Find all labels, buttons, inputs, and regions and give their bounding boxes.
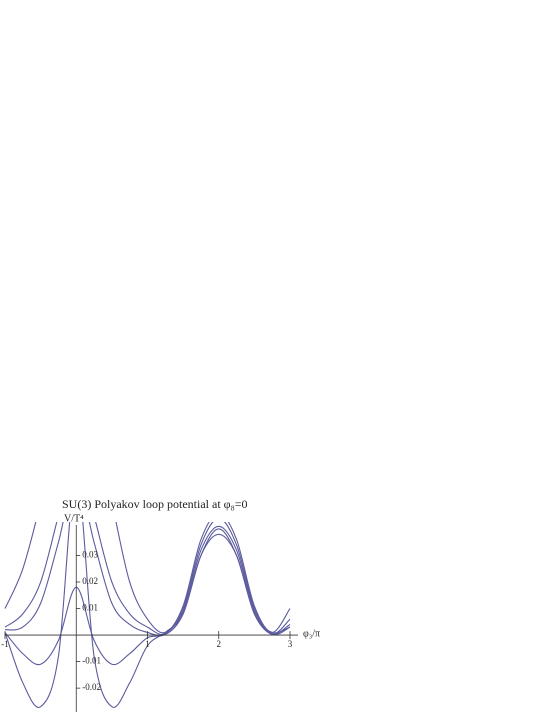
y-tick-label: -0.02: [82, 682, 101, 692]
x-tick-label: 3: [288, 639, 293, 649]
chart-title: SU(3) Polyakov loop potential at φ₈=0: [62, 497, 248, 511]
curve: [4, 522, 291, 634]
x-tick-label: 2: [217, 639, 222, 649]
y-tick-label: 0.01: [82, 603, 98, 613]
y-tick-label: 0.03: [82, 550, 98, 560]
curve: [4, 522, 291, 636]
y-tick-label: 0.02: [82, 576, 98, 586]
x-tick-label: 1: [145, 639, 150, 649]
x-axis-label: φ₃/π: [303, 628, 320, 639]
x-tick-label: -1: [1, 639, 9, 649]
y-tick-label: -0.01: [82, 656, 101, 666]
y-axis-label: V/T⁴: [64, 513, 84, 524]
plot-area: [4, 522, 291, 708]
